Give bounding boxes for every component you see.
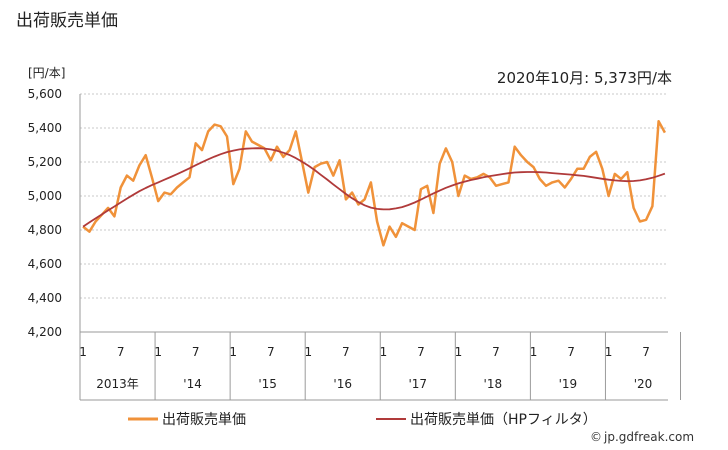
x-tick-label: 1 <box>79 345 87 359</box>
series-line-price <box>82 119 666 247</box>
y-tick-label: 4,800 <box>28 223 62 237</box>
x-year-label: '15 <box>258 377 277 391</box>
x-year-label: '19 <box>559 377 578 391</box>
x-tick-label: 1 <box>154 345 162 359</box>
x-year-label: '20 <box>634 377 653 391</box>
y-tick-label: 4,600 <box>28 257 62 271</box>
y-axis: 4,200 4,400 4,600 4,800 5,000 5,200 5,400 5,600 <box>28 87 62 339</box>
x-tick-label: 7 <box>117 345 125 359</box>
x-tick-label: 7 <box>267 345 275 359</box>
y-unit-label: [円/本] <box>28 66 65 80</box>
y-tick-label: 5,600 <box>28 87 62 101</box>
legend-label-price: 出荷販売単価 <box>162 412 246 428</box>
x-tick-label: 1 <box>605 345 613 359</box>
x-tick-label: 1 <box>455 345 463 359</box>
series-line-hp-filter <box>82 147 666 228</box>
y-tick-label: 5,400 <box>28 121 62 135</box>
x-tick-label: 7 <box>417 345 425 359</box>
y-tick-label: 5,000 <box>28 189 62 203</box>
x-tick-label: 7 <box>642 345 650 359</box>
y-tick-label: 4,400 <box>28 291 62 305</box>
x-tick-label: 7 <box>192 345 200 359</box>
x-tick-label: 7 <box>342 345 350 359</box>
copyright-icon: © <box>590 430 602 444</box>
y-tick-label: 4,200 <box>28 325 62 339</box>
x-year-label: '14 <box>183 377 202 391</box>
x-tick-label: 7 <box>567 345 575 359</box>
y-tick-label: 5,200 <box>28 155 62 169</box>
chart-title: 出荷販売単価 <box>16 11 118 31</box>
x-year-label: 2013年 <box>96 377 139 391</box>
x-tick-label: 1 <box>304 345 312 359</box>
grid-lines <box>80 93 668 333</box>
x-year-label: '18 <box>484 377 503 391</box>
legend: 出荷販売単価 出荷販売単価（HPフィルタ） <box>128 412 597 428</box>
x-tick-label: 1 <box>530 345 538 359</box>
x-year-label: '17 <box>408 377 427 391</box>
credit: © jp.gdfreak.com <box>590 430 694 444</box>
credit-text: jp.gdfreak.com <box>603 430 694 444</box>
x-year-label: '16 <box>333 377 352 391</box>
x-tick-label: 1 <box>380 345 388 359</box>
x-tick-label: 7 <box>492 345 500 359</box>
latest-value-annotation: 2020年10月: 5,373円/本 <box>497 69 672 87</box>
legend-label-hp-filter: 出荷販売単価（HPフィルタ） <box>410 412 597 428</box>
series-lines <box>82 119 666 247</box>
x-tick-label: 1 <box>229 345 237 359</box>
x-axis: 1 7 1 7 1 7 1 7 1 7 1 7 1 7 1 7 2013年 '14 '15 '16 '17 '18 '19 '… <box>79 94 682 401</box>
